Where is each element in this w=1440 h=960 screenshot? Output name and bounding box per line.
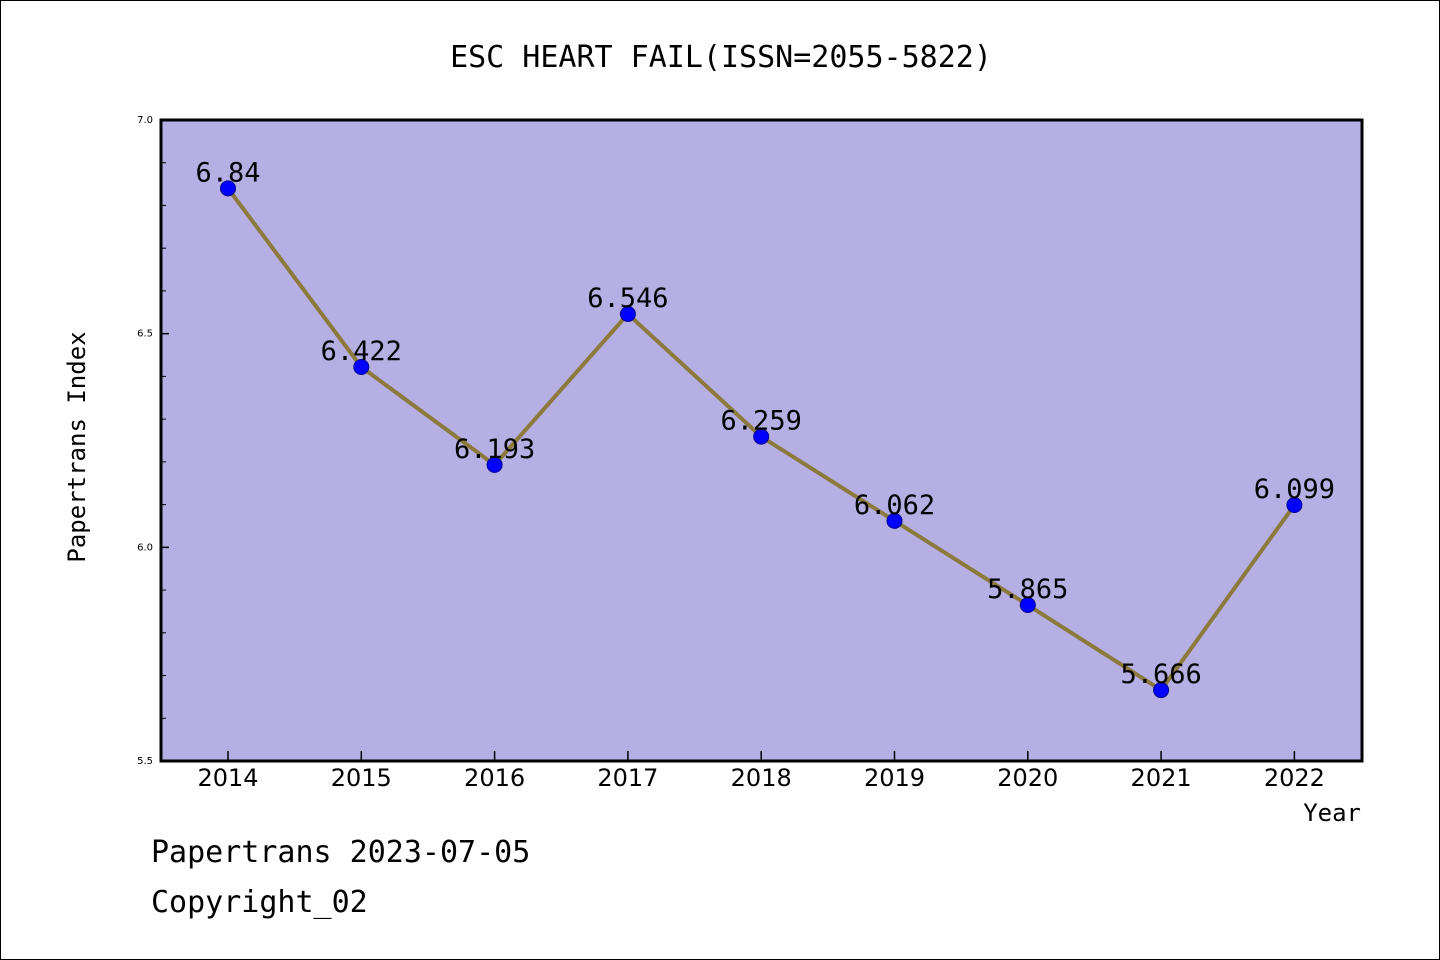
data-label: 6.099 [1254,474,1335,505]
data-label: 6.546 [587,283,668,314]
data-label: 6.193 [454,434,535,465]
y-tick-label: 6.0 [137,542,153,553]
data-label: 6.062 [854,490,935,521]
x-tick-label: 2017 [597,764,658,792]
y-tick-label: 6.5 [137,329,153,340]
x-tick-label: 2020 [997,764,1058,792]
data-point [220,180,236,197]
data-point [486,456,503,473]
x-tick-label: 2015 [331,764,392,792]
chart-title: ESC HEART FAIL(ISSN=2055-5822) [450,40,992,75]
footer-copyright: Copyright_02 [151,885,368,920]
data-point [353,358,370,375]
x-axis-ticks: 2014 2015 2016 2017 2018 2019 2020 2021 2022 [197,751,1325,792]
data-label: 6.422 [321,336,402,367]
data-point [1019,597,1036,614]
data-label: 6.84 [195,157,260,188]
x-tick-label: 2019 [864,764,925,792]
data-point [1153,682,1170,699]
y-axis-ticks: 5.5 6.0 6.5 7.0 [137,115,169,767]
x-tick-label: 2016 [464,764,525,792]
x-tick-label: 2018 [731,764,792,792]
x-tick-label: 2022 [1264,764,1325,792]
data-labels: 6.84 6.422 6.193 6.546 6.259 6.062 5.865 5.666 6… [195,157,1335,690]
data-point [1286,497,1303,514]
series-markers [220,180,1303,699]
x-tick-label: 2021 [1131,764,1192,792]
data-point [753,428,770,445]
x-axis-label: Year [1303,799,1361,827]
y-tick-label: 5.5 [137,756,153,767]
footer-date: Papertrans 2023-07-05 [151,835,531,870]
data-point [886,512,903,529]
data-point [619,306,636,323]
x-tick-label: 2014 [197,764,258,792]
y-minor-ticks [161,162,166,719]
data-label: 6.259 [721,406,802,437]
data-label: 5.666 [1120,659,1201,690]
y-tick-label: 7.0 [137,115,153,126]
data-label: 5.865 [987,574,1068,605]
y-axis-label: Papertrans Index [63,331,91,562]
